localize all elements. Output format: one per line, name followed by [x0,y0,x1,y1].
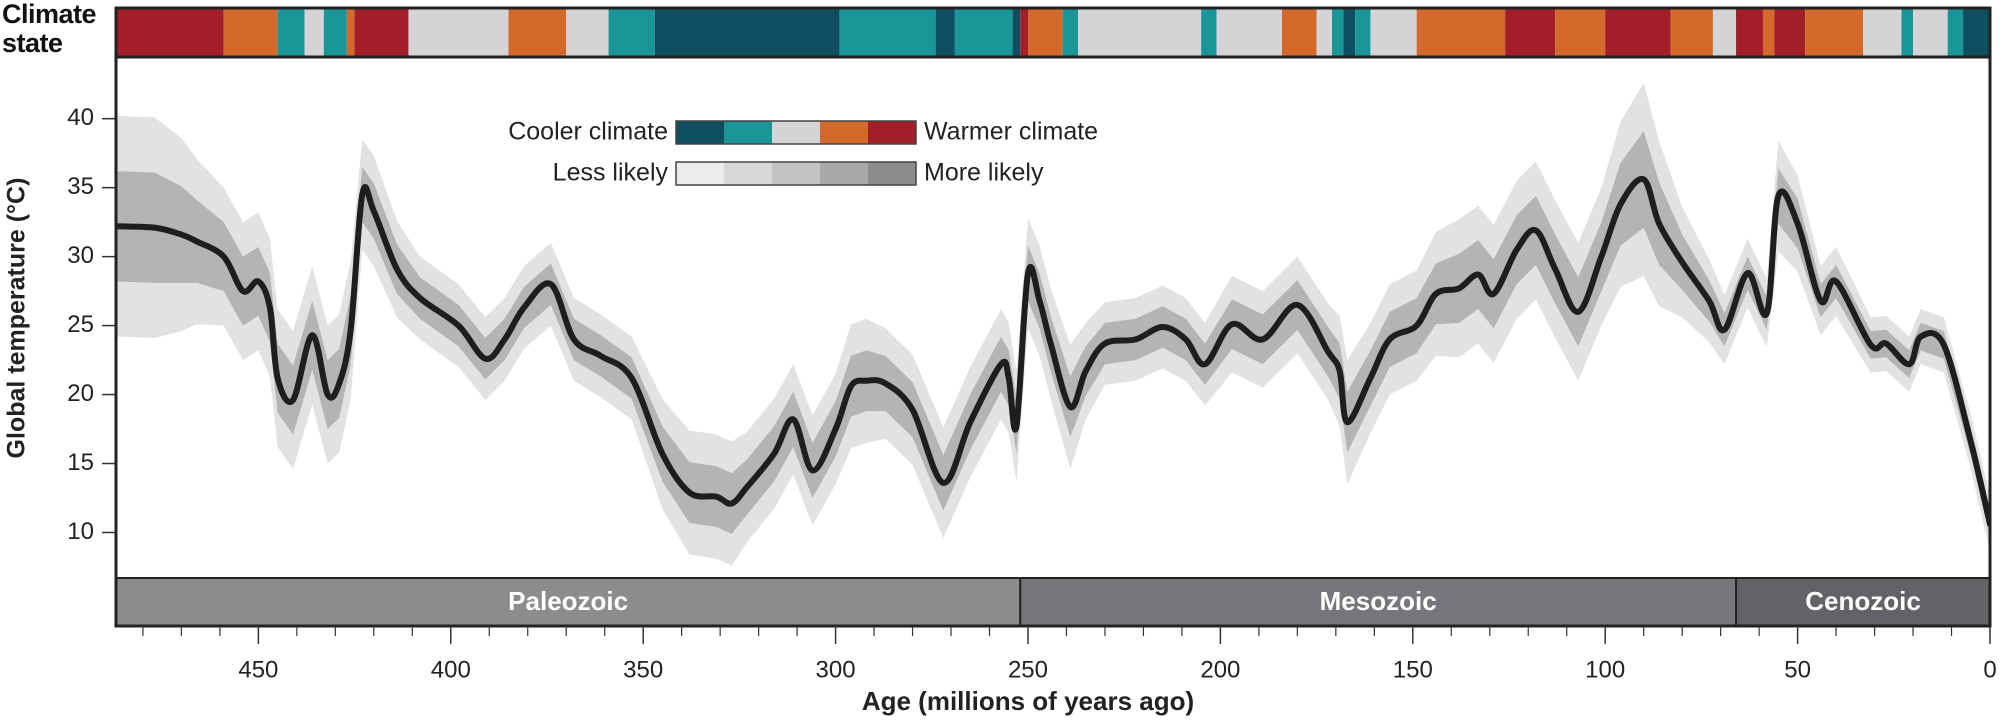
climate-state-segment [277,8,305,57]
climate-state-segment [1062,8,1079,57]
y-tick-label: 40 [67,104,94,131]
climate-state-segment [1216,8,1282,57]
legend-warm-label: Warmer climate [924,118,1098,146]
y-tick-label: 10 [67,518,94,545]
climate-state-segment [1863,8,1902,57]
climate-state-segment [1901,8,1914,57]
climate-state-segment [1605,8,1671,57]
x-tick-label: 150 [1393,656,1433,683]
legend-likelihood-swatch [724,162,772,185]
climate-state-segment [1762,8,1775,57]
x-tick-label: 300 [816,656,856,683]
climate-state-segment [654,8,840,57]
climate-state-segment [1343,8,1356,57]
climate-state-segment [1774,8,1806,57]
climate-state-segment [1555,8,1606,57]
climate-state-segment [116,8,224,57]
climate-state-segment [1331,8,1344,57]
legend-cool-label: Cooler climate [508,118,668,146]
chart-layer: 10 15 20 25 30 35 40 Paleozoic Mesozoic Cenozoic 4… [67,6,1997,683]
legend-less-label: Less likely [553,159,669,187]
climate-state-segment [1370,8,1417,57]
era-label: Cenozoic [1805,586,1921,616]
climate-state-segment [1012,8,1021,57]
x-tick-label: 350 [623,656,663,683]
climate-state-segment [1355,8,1371,57]
legend-climate-swatch [676,121,724,144]
y-tick-label: 15 [67,449,94,476]
era-label: Paleozoic [508,586,628,616]
climate-state-segment [1670,8,1713,57]
climate-state-segment [508,8,567,57]
y-tick-label: 25 [67,311,94,338]
x-tick-label: 50 [1784,656,1811,683]
climate-state-segment [1805,8,1864,57]
climate-state-segment [223,8,278,57]
climate-state-segment [1020,8,1028,57]
climate-state-segment [1712,8,1737,57]
climate-state-segment [1281,8,1317,57]
plot-frame [114,6,1992,628]
y-tick-label: 30 [67,242,94,269]
climate-state-segment [1963,8,1990,57]
era-bar [1019,577,1738,627]
climate-state-segment [1947,8,1964,57]
x-tick-label: 450 [238,656,278,683]
legend-more-label: More likely [924,159,1044,187]
climate-state-segment [354,8,409,57]
legend-likelihood-swatch [820,162,868,185]
temperature-line [116,176,1990,528]
x-tick-label: 100 [1585,656,1625,683]
climate-state-segment [1078,8,1202,57]
climate-state-segment [1316,8,1332,57]
climate-state-segment [1505,8,1556,57]
x-tick-label: 400 [431,656,471,683]
legend-likelihood-frame [675,161,917,186]
climate-state-segment [323,8,347,57]
climate-state-segment [1201,8,1217,57]
climate-state-segment [566,8,609,57]
x-tick-label: 0 [1983,656,1996,683]
legend-climate-swatch [772,121,820,144]
legend-climate-swatch [724,121,772,144]
legend-likelihood-swatch [676,162,724,185]
climate-state-segment [1736,8,1763,57]
climate-state-segment [839,8,936,57]
climate-state-segment [346,8,355,57]
climate-state-segment [608,8,655,57]
climate-state-segment [408,8,509,57]
legend-climate-frame [675,120,917,145]
climate-state-segment [935,8,955,57]
climate-state-segment [1913,8,1948,57]
x-tick-label: 200 [1200,656,1240,683]
era-label: Mesozoic [1320,586,1437,616]
legend-climate-swatch [820,121,868,144]
x-tick-label: 250 [1008,656,1048,683]
climate-state-segment [304,8,324,57]
legend-climate-swatch [868,121,916,144]
climate-state-segment [954,8,1013,57]
uncertainty-bands [116,82,1990,566]
legend-likelihood-swatch [868,162,916,185]
climate-state-segment [1416,8,1506,57]
y-tick-label: 20 [67,380,94,407]
uncertainty-band [116,131,1990,538]
y-tick-label: 35 [67,173,94,200]
y-axis-label: Global temperature (°C) [3,178,31,459]
climate-state-segment [1027,8,1063,57]
legend-likelihood-swatch [772,162,820,185]
climate-state-label: Climate state [2,0,97,58]
x-axis-label: Age (millions of years ago) [862,686,1194,716]
